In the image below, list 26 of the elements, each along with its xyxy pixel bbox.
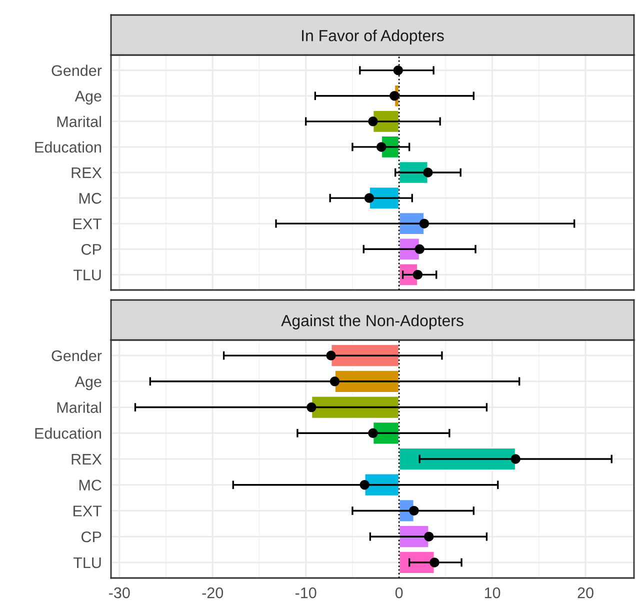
y-tick-label: MC (79, 192, 102, 204)
y-tick-label: EXT (74, 506, 102, 516)
x-tick-label: -30 (109, 587, 130, 598)
x-tick-label: 10 (484, 587, 500, 598)
y-tick-label: CP (82, 244, 102, 255)
y-tick-label: Marital (57, 116, 101, 128)
y-tick-label: Marital (57, 402, 101, 413)
y-tick-label: Gender (52, 64, 102, 76)
chart-title: Against the Non-Adopters (281, 314, 464, 330)
y-tick-label: TLU (73, 270, 101, 280)
x-tick-label: -10 (295, 587, 316, 598)
x-tick-label: 0 (395, 587, 403, 598)
chart-title: In Favor of Adopters (302, 30, 444, 44)
y-tick-label: MC (79, 480, 102, 491)
y-tick-label: REX (72, 168, 102, 178)
y-tick-label: CP (82, 531, 102, 542)
y-tick-label: TLU (73, 558, 101, 568)
y-tick-label: Education (35, 141, 101, 153)
y-tick-label: EXT (74, 218, 102, 230)
y-tick-label: Age (74, 90, 102, 105)
x-tick-label: -20 (202, 587, 224, 598)
x-tick-label: 20 (578, 587, 594, 598)
y-tick-label: REX (72, 454, 102, 465)
y-tick-label: Education (35, 428, 101, 439)
y-tick-label: Age (74, 376, 102, 390)
y-tick-label: Gender (52, 350, 102, 362)
